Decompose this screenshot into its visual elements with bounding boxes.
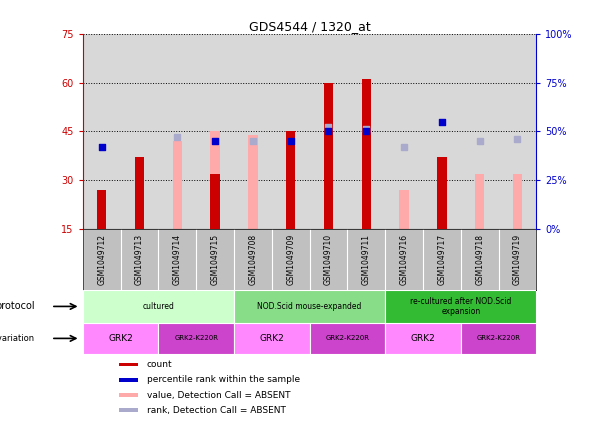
Bar [172, 141, 182, 229]
Bar [385, 323, 461, 354]
Bar [119, 363, 138, 366]
Point [361, 128, 371, 135]
Text: cultured: cultured [142, 302, 174, 311]
Bar [475, 173, 484, 229]
Text: value, Detection Call = ABSENT: value, Detection Call = ABSENT [147, 390, 291, 400]
Point [248, 137, 257, 144]
Bar [210, 131, 220, 229]
Title: GDS4544 / 1320_at: GDS4544 / 1320_at [249, 20, 370, 33]
Text: protocol: protocol [0, 302, 35, 311]
Bar [135, 157, 144, 229]
Text: GSM1049719: GSM1049719 [513, 233, 522, 285]
Bar [362, 80, 371, 229]
Text: GSM1049713: GSM1049713 [135, 233, 144, 285]
Text: GSM1049718: GSM1049718 [475, 233, 484, 285]
Point [437, 118, 447, 125]
Bar [437, 157, 447, 229]
Point [172, 134, 182, 140]
Text: GRK2-K220R: GRK2-K220R [174, 335, 218, 341]
Point [475, 137, 485, 144]
Bar [119, 409, 138, 412]
Point [324, 128, 333, 135]
Point [324, 124, 333, 131]
Text: GRK2-K220R: GRK2-K220R [476, 335, 520, 341]
Bar [385, 290, 536, 323]
Point [97, 143, 107, 150]
Point [286, 137, 295, 144]
Bar [97, 190, 107, 229]
Bar [248, 135, 257, 229]
Bar [83, 290, 234, 323]
Bar [399, 190, 409, 229]
Bar [210, 173, 220, 229]
Text: GSM1049708: GSM1049708 [248, 233, 257, 285]
Text: NOD.Scid mouse-expanded: NOD.Scid mouse-expanded [257, 302, 362, 311]
Text: GRK2: GRK2 [108, 334, 133, 343]
Text: GSM1049709: GSM1049709 [286, 233, 295, 285]
Point [399, 143, 409, 150]
Bar [234, 323, 310, 354]
Text: GSM1049714: GSM1049714 [173, 233, 182, 285]
Bar [286, 131, 295, 229]
Bar [119, 378, 138, 382]
Text: percentile rank within the sample: percentile rank within the sample [147, 375, 300, 385]
Bar [310, 323, 385, 354]
Text: GRK2-K220R: GRK2-K220R [326, 335, 370, 341]
Bar [119, 393, 138, 397]
Text: GSM1049717: GSM1049717 [437, 233, 446, 285]
Text: GSM1049716: GSM1049716 [400, 233, 409, 285]
Text: genotype/variation: genotype/variation [0, 334, 35, 343]
Text: GSM1049712: GSM1049712 [97, 233, 106, 285]
Bar [324, 82, 333, 229]
Bar [83, 323, 158, 354]
Bar [461, 323, 536, 354]
Bar [158, 323, 234, 354]
Bar [512, 173, 522, 229]
Bar [234, 290, 385, 323]
Text: GSM1049715: GSM1049715 [210, 233, 219, 285]
Point [210, 137, 220, 144]
Text: rank, Detection Call = ABSENT: rank, Detection Call = ABSENT [147, 406, 286, 415]
Text: count: count [147, 360, 172, 369]
Text: re-cultured after NOD.Scid
expansion: re-cultured after NOD.Scid expansion [410, 297, 511, 316]
Point [512, 136, 522, 143]
Point [361, 126, 371, 133]
Text: GSM1049711: GSM1049711 [362, 233, 371, 285]
Text: GRK2: GRK2 [411, 334, 435, 343]
Text: GSM1049710: GSM1049710 [324, 233, 333, 285]
Text: GRK2: GRK2 [259, 334, 284, 343]
